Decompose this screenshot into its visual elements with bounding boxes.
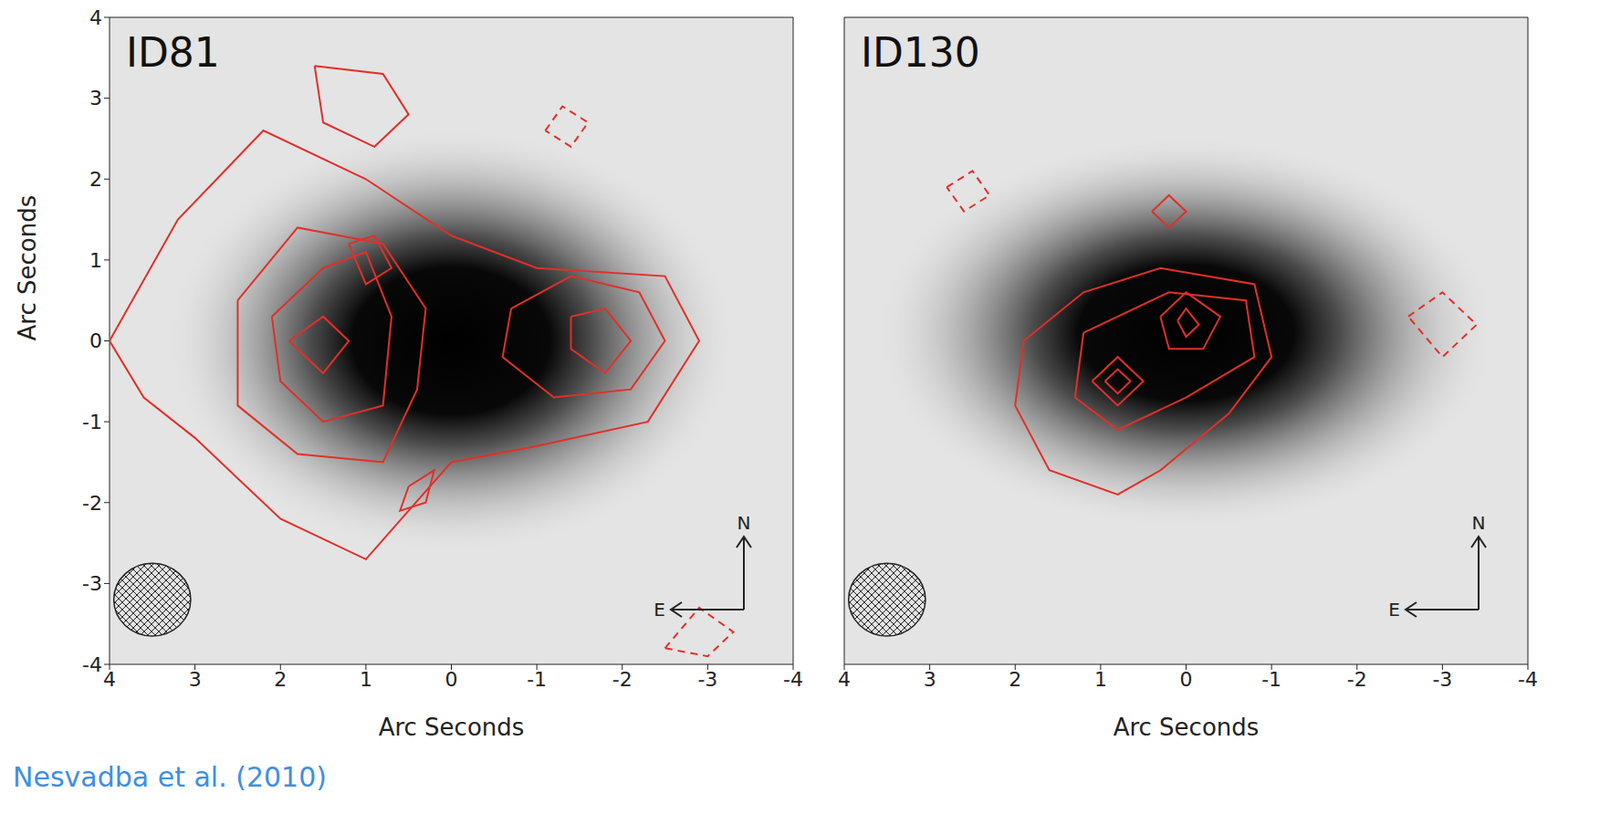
svg-text:-4: -4 bbox=[783, 668, 804, 691]
svg-text:-4: -4 bbox=[82, 653, 103, 677]
svg-text:-1: -1 bbox=[82, 410, 103, 434]
svg-text:0: 0 bbox=[89, 329, 103, 353]
svg-text:-2: -2 bbox=[612, 668, 633, 691]
svg-text:-2: -2 bbox=[1347, 668, 1368, 691]
svg-text:2: 2 bbox=[273, 668, 287, 691]
svg-text:Arc Seconds: Arc Seconds bbox=[378, 713, 525, 742]
html-text:ID130: ID130 bbox=[860, 29, 981, 76]
svg-text:3: 3 bbox=[89, 86, 103, 110]
svg-text:Arc Seconds: Arc Seconds bbox=[13, 195, 42, 342]
svg-text:3: 3 bbox=[188, 668, 202, 691]
svg-text:0: 0 bbox=[445, 668, 459, 691]
svg-text:0: 0 bbox=[1180, 668, 1193, 691]
svg-text:-1: -1 bbox=[1261, 668, 1282, 691]
svg-text:2: 2 bbox=[89, 167, 103, 191]
html-text:Nesvadba et al. (2010): Nesvadba et al. (2010) bbox=[12, 761, 327, 794]
svg-text:-2: -2 bbox=[82, 491, 103, 515]
svg-text:-1: -1 bbox=[526, 668, 547, 691]
svg-text:1: 1 bbox=[359, 668, 373, 691]
svg-text:1: 1 bbox=[89, 249, 103, 272]
svg-text:3: 3 bbox=[923, 668, 937, 691]
svg-text:4: 4 bbox=[837, 668, 851, 691]
svg-text:-4: -4 bbox=[1517, 668, 1538, 691]
svg-text:-3: -3 bbox=[82, 572, 103, 596]
svg-text:2: 2 bbox=[1008, 668, 1022, 691]
svg-text:Arc Seconds: Arc Seconds bbox=[1113, 713, 1260, 742]
html-text:ID81: ID81 bbox=[125, 29, 220, 76]
svg-text:N: N bbox=[737, 512, 752, 534]
svg-text:-3: -3 bbox=[697, 668, 718, 691]
svg-text:E: E bbox=[1388, 598, 1401, 621]
svg-text:-3: -3 bbox=[1432, 668, 1453, 691]
svg-text:N: N bbox=[1472, 512, 1486, 534]
svg-text:E: E bbox=[653, 598, 666, 621]
svg-text:1: 1 bbox=[1094, 668, 1108, 691]
svg-text:4: 4 bbox=[103, 668, 116, 691]
svg-text:4: 4 bbox=[89, 7, 103, 30]
